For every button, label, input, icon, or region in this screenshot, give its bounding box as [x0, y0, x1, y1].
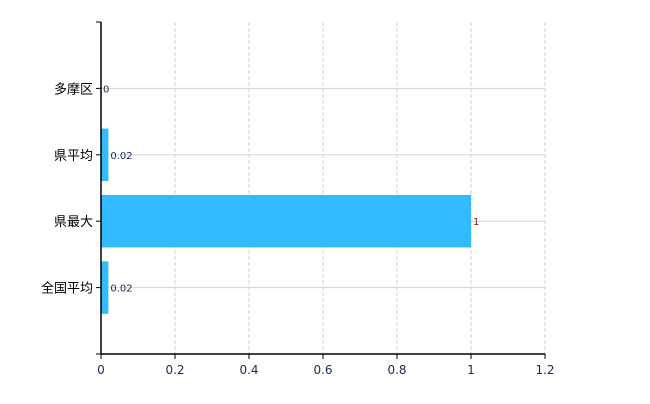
x-tick-label: 0.8	[387, 363, 406, 377]
y-tick-label: 全国平均	[41, 281, 93, 297]
bar	[101, 194, 471, 248]
x-tick-label: 0	[97, 363, 105, 377]
x-tick-label: 0.2	[165, 363, 184, 377]
x-tick-label: 0.4	[239, 363, 258, 377]
x-tick-label: 1.2	[535, 363, 554, 377]
bar	[101, 128, 109, 182]
y-tick-label: 県最大	[54, 215, 93, 230]
data-label: 1	[473, 217, 479, 228]
bar	[101, 261, 109, 314]
x-tick-label: 0.6	[313, 363, 332, 377]
data-label: 0.02	[110, 284, 132, 295]
data-label: 0	[103, 84, 109, 95]
y-tick-label: 県平均	[54, 149, 93, 164]
data-label: 0.02	[110, 151, 132, 162]
x-tick-label: 1	[467, 363, 475, 377]
y-tick-label: 多摩区	[54, 81, 93, 97]
